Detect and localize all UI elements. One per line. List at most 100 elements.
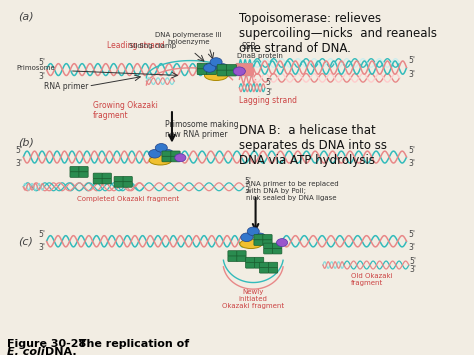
Circle shape bbox=[175, 154, 186, 162]
Text: 5': 5' bbox=[408, 56, 415, 65]
Circle shape bbox=[254, 233, 266, 242]
FancyBboxPatch shape bbox=[114, 182, 123, 187]
FancyBboxPatch shape bbox=[207, 63, 217, 69]
Text: Lagging strand: Lagging strand bbox=[239, 96, 297, 105]
Text: DNA.: DNA. bbox=[45, 347, 77, 355]
Text: RNA primer: RNA primer bbox=[44, 82, 89, 91]
Text: SSB: SSB bbox=[242, 42, 256, 51]
Text: 3': 3' bbox=[15, 159, 22, 168]
FancyBboxPatch shape bbox=[273, 243, 282, 248]
Ellipse shape bbox=[240, 239, 262, 248]
FancyBboxPatch shape bbox=[263, 235, 272, 240]
Text: Leading strand: Leading strand bbox=[107, 41, 164, 50]
FancyBboxPatch shape bbox=[259, 262, 269, 268]
Text: Topoisomerase: relieves
supercoiling—nicks  and reaneals
one strand of DNA.: Topoisomerase: relieves supercoiling—nic… bbox=[239, 12, 438, 55]
Ellipse shape bbox=[204, 71, 228, 81]
Text: DNA B:  a helicase that
separates ds DNA into ss
DNA via ATP hydrolysis: DNA B: a helicase that separates ds DNA … bbox=[239, 124, 387, 167]
Text: Completed Okazaki fragment: Completed Okazaki fragment bbox=[77, 196, 179, 202]
Text: 3': 3' bbox=[408, 243, 415, 252]
FancyBboxPatch shape bbox=[102, 179, 111, 184]
Text: Growing Okazaki
fragment: Growing Okazaki fragment bbox=[93, 101, 158, 120]
Text: RNA primer to be replaced
with DNA by Poll;
nick sealed by DNA ligase: RNA primer to be replaced with DNA by Po… bbox=[246, 181, 339, 201]
FancyBboxPatch shape bbox=[228, 256, 237, 262]
Text: 3': 3' bbox=[410, 265, 417, 274]
FancyBboxPatch shape bbox=[259, 268, 269, 273]
FancyBboxPatch shape bbox=[123, 182, 132, 187]
FancyBboxPatch shape bbox=[102, 173, 111, 179]
FancyBboxPatch shape bbox=[237, 251, 246, 256]
Circle shape bbox=[241, 233, 253, 242]
FancyBboxPatch shape bbox=[70, 166, 79, 172]
Text: Primosome making
new RNA primer: Primosome making new RNA primer bbox=[165, 120, 238, 139]
FancyBboxPatch shape bbox=[171, 151, 180, 157]
Text: 5': 5' bbox=[15, 146, 22, 155]
Circle shape bbox=[149, 149, 161, 158]
FancyBboxPatch shape bbox=[227, 65, 237, 70]
FancyBboxPatch shape bbox=[162, 151, 171, 157]
FancyBboxPatch shape bbox=[123, 176, 132, 182]
FancyBboxPatch shape bbox=[273, 248, 282, 254]
FancyBboxPatch shape bbox=[263, 240, 272, 245]
FancyBboxPatch shape bbox=[197, 63, 207, 69]
Circle shape bbox=[155, 143, 167, 152]
Text: DNA polymerase III
holoenzyme: DNA polymerase III holoenzyme bbox=[155, 32, 221, 45]
Text: 3': 3' bbox=[408, 70, 415, 79]
Text: 5': 5' bbox=[38, 59, 46, 67]
FancyBboxPatch shape bbox=[268, 268, 278, 273]
Text: 5': 5' bbox=[38, 230, 46, 240]
Text: (a): (a) bbox=[18, 12, 33, 22]
Text: 3': 3' bbox=[244, 186, 251, 195]
Text: 3': 3' bbox=[38, 72, 46, 81]
Circle shape bbox=[233, 67, 246, 76]
FancyBboxPatch shape bbox=[171, 156, 180, 162]
FancyBboxPatch shape bbox=[255, 257, 264, 263]
Text: 5': 5' bbox=[266, 78, 273, 87]
Text: DnaB protein: DnaB protein bbox=[237, 53, 283, 59]
Circle shape bbox=[247, 227, 259, 236]
FancyBboxPatch shape bbox=[237, 256, 246, 262]
Circle shape bbox=[203, 64, 216, 72]
Text: 3': 3' bbox=[266, 88, 273, 97]
FancyBboxPatch shape bbox=[255, 263, 264, 268]
Text: 5': 5' bbox=[408, 146, 415, 155]
FancyBboxPatch shape bbox=[93, 173, 102, 179]
Text: (c): (c) bbox=[18, 236, 33, 246]
FancyBboxPatch shape bbox=[264, 248, 273, 254]
FancyBboxPatch shape bbox=[254, 240, 263, 245]
Text: The replication of: The replication of bbox=[71, 339, 189, 349]
FancyBboxPatch shape bbox=[93, 179, 102, 184]
FancyBboxPatch shape bbox=[217, 70, 227, 76]
FancyBboxPatch shape bbox=[70, 172, 79, 178]
FancyBboxPatch shape bbox=[254, 235, 263, 240]
FancyBboxPatch shape bbox=[114, 176, 123, 182]
FancyBboxPatch shape bbox=[162, 156, 171, 162]
Circle shape bbox=[162, 149, 174, 158]
Text: Figure 30-28: Figure 30-28 bbox=[7, 339, 86, 349]
Text: 5': 5' bbox=[408, 230, 415, 240]
Circle shape bbox=[276, 239, 288, 246]
FancyBboxPatch shape bbox=[246, 263, 255, 268]
Text: 3': 3' bbox=[38, 243, 46, 252]
FancyBboxPatch shape bbox=[264, 243, 273, 248]
Circle shape bbox=[210, 58, 222, 66]
Ellipse shape bbox=[149, 156, 172, 165]
FancyBboxPatch shape bbox=[228, 251, 237, 256]
FancyBboxPatch shape bbox=[79, 166, 88, 172]
Text: Old Okazaki
fragment: Old Okazaki fragment bbox=[351, 273, 392, 286]
FancyBboxPatch shape bbox=[227, 70, 237, 76]
Text: 5': 5' bbox=[244, 178, 251, 186]
Text: (b): (b) bbox=[18, 137, 34, 147]
FancyBboxPatch shape bbox=[246, 257, 255, 263]
FancyBboxPatch shape bbox=[217, 65, 227, 70]
FancyBboxPatch shape bbox=[268, 262, 278, 268]
Text: Primosome: Primosome bbox=[16, 65, 55, 71]
Text: E. coli: E. coli bbox=[7, 347, 45, 355]
Circle shape bbox=[217, 64, 228, 72]
FancyBboxPatch shape bbox=[197, 69, 207, 75]
FancyBboxPatch shape bbox=[79, 172, 88, 178]
Text: 3': 3' bbox=[408, 159, 415, 168]
Text: Sliding clamp: Sliding clamp bbox=[129, 43, 177, 49]
FancyBboxPatch shape bbox=[207, 69, 217, 75]
Text: 5': 5' bbox=[410, 257, 417, 266]
Text: Newly
initiated
Okazaki fragment: Newly initiated Okazaki fragment bbox=[222, 289, 284, 309]
